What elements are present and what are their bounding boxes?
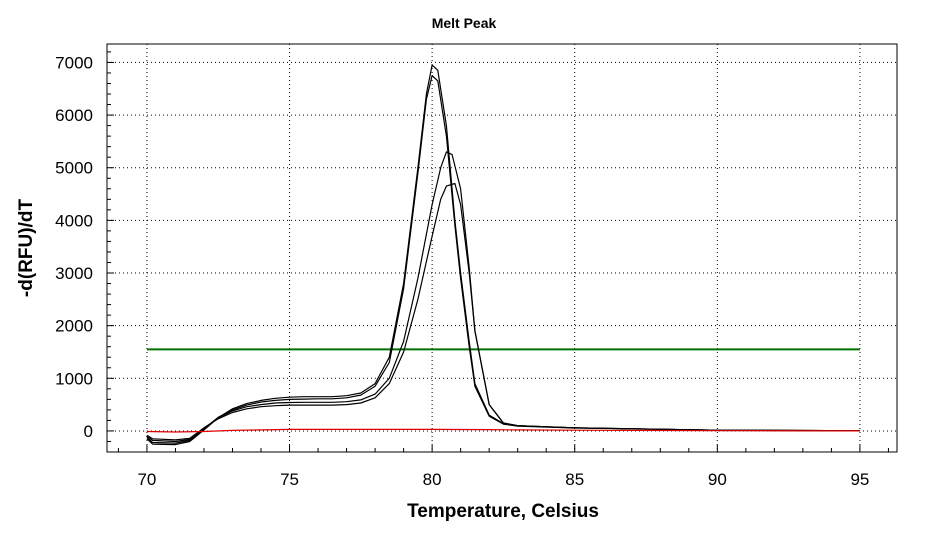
y-tick-label: 1000: [55, 369, 93, 388]
chart-title: Melt Peak: [432, 15, 497, 31]
y-tick-label: 5000: [55, 159, 93, 178]
y-tick-label: 6000: [55, 106, 93, 125]
series-line-4: [146, 182, 860, 441]
y-tick-label: 2000: [55, 317, 93, 336]
series-line-2: [146, 74, 860, 444]
series-group: [146, 64, 860, 446]
x-tick-label: 95: [850, 470, 869, 489]
y-tick-label: 3000: [55, 264, 93, 283]
y-tick-label: 4000: [55, 211, 93, 230]
y-tick-label: 0: [84, 422, 93, 441]
x-tick-label: 70: [137, 470, 156, 489]
x-tick-label: 80: [423, 470, 442, 489]
y-axis-label: -d(RFU)/dT: [16, 199, 37, 298]
x-tick-label: 90: [708, 470, 727, 489]
axis-ticks: 70 75 80 85 90 95 0 1000 2000 3000 4000 5000 6000 700…: [55, 51, 889, 489]
x-tick-label: 75: [280, 470, 299, 489]
series-line-1: [146, 64, 860, 446]
x-axis-label: Temperature, Celsius: [407, 501, 599, 522]
series-line-5: [146, 428, 860, 433]
y-tick-label: 7000: [55, 53, 93, 72]
grid: [107, 44, 897, 452]
x-tick-label: 85: [565, 470, 584, 489]
plot-frame: [106, 43, 898, 453]
series-line-3: [146, 151, 860, 443]
